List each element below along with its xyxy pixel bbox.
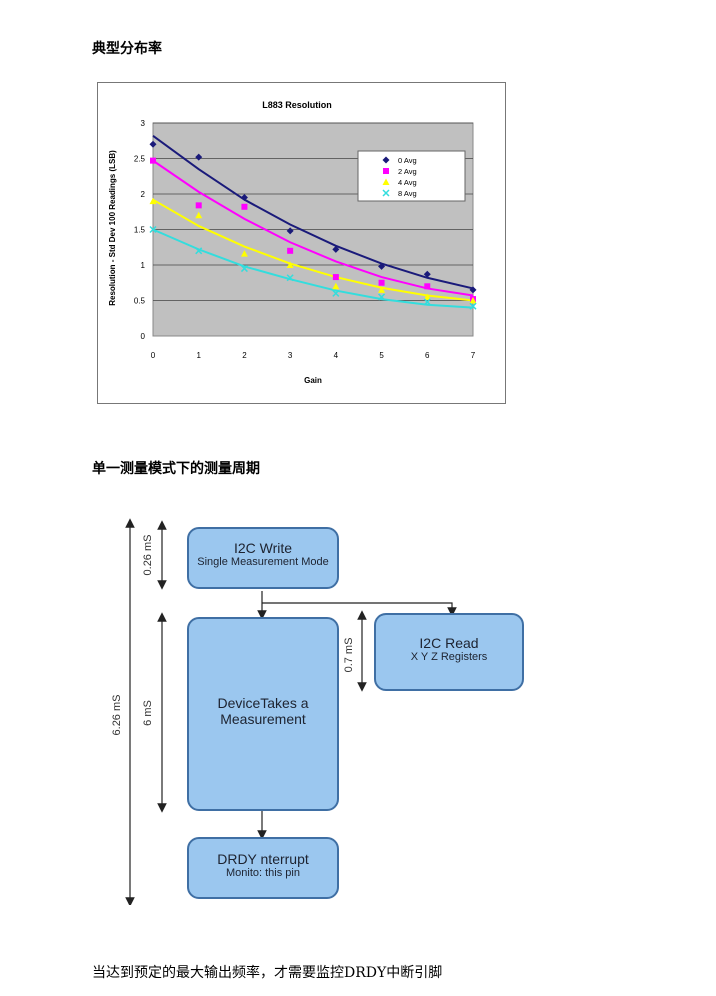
y-axis-label: Resolution - Std Dev 100 Readings (LSB) (108, 150, 117, 306)
data-point (423, 298, 431, 306)
data-point (149, 225, 157, 234)
data-point (149, 197, 157, 205)
drdy-title: DRDY nterrupt (217, 851, 309, 867)
data-point (149, 140, 157, 148)
legend-label: 8 Avg (398, 189, 417, 198)
y-tick-label: 1.5 (134, 226, 146, 235)
chart-svg: L883 Resolution 0 0.5 1 1.5 2 2.5 3 0 1 2 3 4 5 6 7 Ga… (108, 100, 477, 385)
y-tick-label: 2.5 (134, 155, 146, 164)
i2c-read-title: I2C Read (419, 635, 479, 651)
data-point (332, 274, 339, 281)
legend-marker (382, 156, 390, 164)
chart-title: L883 Resolution (262, 100, 332, 110)
data-point (287, 247, 294, 254)
data-point (424, 283, 431, 290)
x-axis-label: Gain (304, 376, 322, 385)
resolution-chart: L883 Resolution 0 0.5 1 1.5 2 2.5 3 0 1 2 3 4 5 6 7 Ga… (97, 82, 506, 404)
i2c-write-subtitle: Single Measurement Mode (197, 556, 329, 568)
legend-label: 4 Avg (398, 178, 417, 187)
measure-time-label: 6 mS (142, 700, 154, 726)
i2c-read-subtitle: X Y Z Registers (410, 651, 488, 663)
trend-line-2-avg (152, 159, 474, 297)
data-point (240, 194, 248, 202)
write-time-label: 0.26 mS (142, 535, 154, 576)
x-tick-label: 1 (196, 351, 201, 360)
i2c-read-box: I2C Read X Y Z Registers (374, 613, 524, 691)
x-tick-label: 3 (288, 351, 293, 360)
data-point (469, 302, 477, 310)
y-tick-label: 2 (141, 190, 146, 199)
data-point (240, 265, 248, 273)
measurement-timing-diagram: 6.26 mS 0.26 mS 6 mS 0.7 mS I2C Write Si… (100, 515, 540, 905)
legend-marker (383, 168, 389, 174)
device-measurement-line2: Measurement (220, 711, 306, 727)
i2c-write-box: I2C Write Single Measurement Mode (187, 527, 339, 589)
y-tick-label: 0.5 (134, 297, 146, 306)
i2c-write-title: I2C Write (233, 540, 293, 556)
legend-marker (382, 189, 390, 197)
data-point (423, 293, 431, 300)
y-tick-label: 1 (141, 261, 146, 270)
read-time-label: 0.7 mS (343, 638, 355, 673)
data-point (423, 270, 431, 278)
data-point (286, 261, 294, 268)
trend-line-4-avg (152, 198, 474, 302)
data-point (286, 227, 294, 235)
x-tick-label: 4 (334, 351, 339, 360)
data-point (240, 250, 248, 257)
section-heading-distribution: 典型分布率 (92, 41, 162, 57)
section-heading-measurement-cycle: 单一测量模式下的测量周期 (92, 461, 260, 477)
legend-label: 0 Avg (398, 156, 417, 165)
trend-line-8-avg (152, 228, 474, 309)
data-point (195, 247, 203, 255)
data-point (150, 157, 156, 164)
data-point (195, 153, 203, 161)
data-point (378, 262, 386, 270)
drdy-interrupt-box: DRDY nterrupt Monito: this pin (187, 837, 339, 899)
y-tick-label: 3 (141, 119, 146, 128)
data-point (378, 286, 386, 293)
legend-marker (382, 178, 390, 185)
x-tick-label: 2 (242, 351, 247, 360)
data-point (332, 245, 340, 253)
drdy-subtitle: Monito: this pin (226, 867, 300, 879)
chart-legend: 0 Avg 2 Avg 4 Avg 8 Avg (357, 150, 466, 202)
device-measurement-box: DeviceTakes a Measurement (187, 617, 339, 811)
legend-label: 2 Avg (398, 167, 417, 176)
x-tick-label: 0 (151, 351, 156, 360)
write-to-read-arrow (262, 602, 457, 617)
device-measurement-line1: DeviceTakes a (217, 695, 309, 711)
data-point (469, 286, 477, 294)
data-point (332, 282, 340, 290)
footer-note: 当达到预定的最大输出频率，才需要监控DRDY中断引脚 (92, 965, 443, 981)
total-time-label: 6.26 mS (111, 695, 123, 736)
legend-box (357, 150, 466, 202)
data-point (378, 293, 386, 301)
data-point (195, 211, 203, 219)
data-point (241, 203, 248, 210)
diagram-arrows: 6.26 mS 0.26 mS 6 mS 0.7 mS (111, 518, 457, 905)
x-tick-label: 6 (425, 351, 430, 360)
trend-line-0-avg (152, 134, 474, 290)
x-tick-label: 5 (379, 351, 384, 360)
data-point (469, 297, 477, 304)
x-tick-label: 7 (471, 351, 476, 360)
data-point (195, 202, 202, 209)
data-point (378, 279, 385, 286)
data-point (286, 274, 294, 282)
data-point (332, 289, 340, 297)
y-tick-label: 0 (141, 332, 146, 341)
